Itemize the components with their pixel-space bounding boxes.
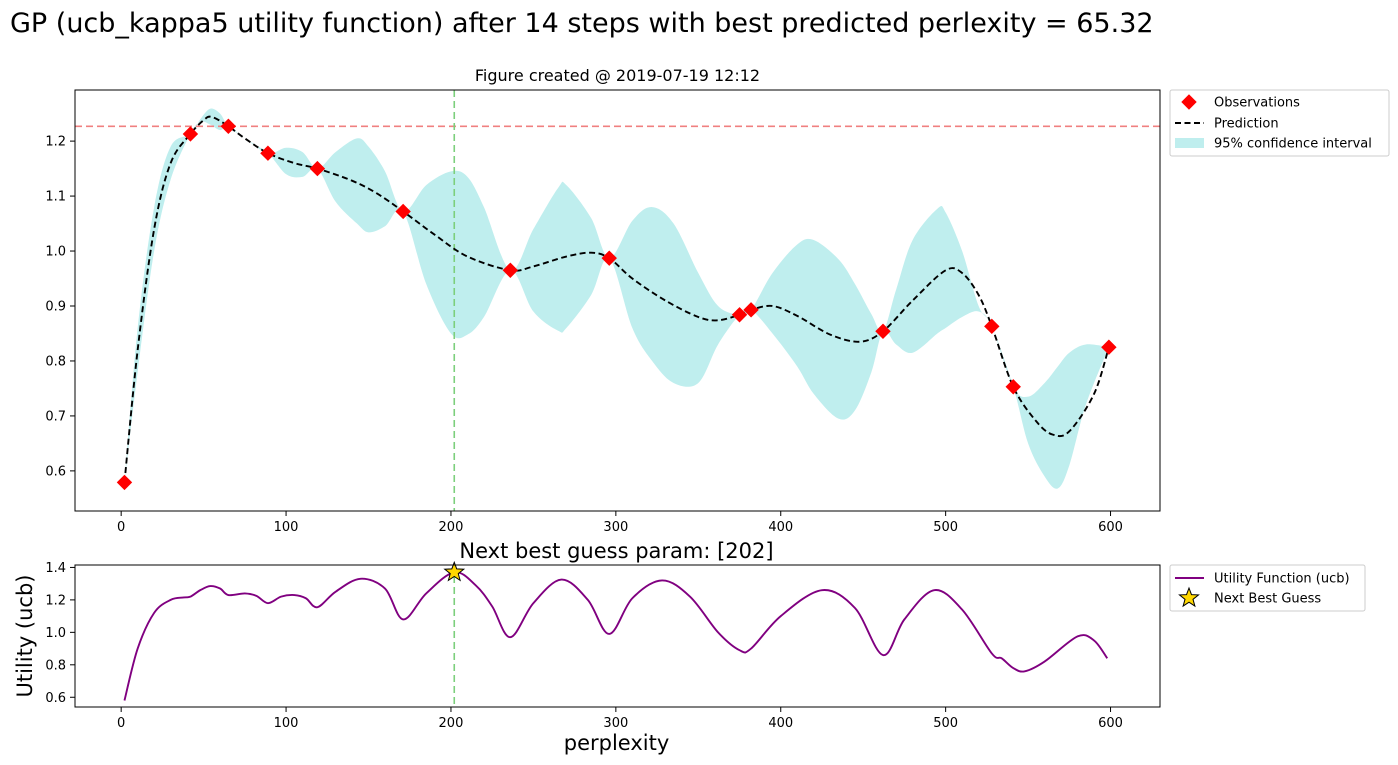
next-best-guess-star (443, 560, 466, 582)
utility-legend-box (1169, 564, 1366, 612)
utility-panel: Next best guess param: [202] 0 100 200 300 4… (13, 539, 1366, 755)
x-tick-label: 400 (768, 716, 793, 731)
observation-point (116, 474, 133, 491)
y-tick-label: 0.8 (45, 658, 66, 673)
gp-x-axis: 0 100 200 300 400 500 600 (117, 511, 1123, 535)
observation-point (1005, 379, 1021, 395)
utility-x-axis: 0 100 200 300 400 500 600 (117, 707, 1123, 731)
y-tick-label: 0.7 (45, 409, 66, 424)
utility-axes-frame (74, 564, 1161, 708)
utility-legend: Utility Function (ucb) Next Best Guess (1169, 564, 1366, 612)
x-tick-label: 500 (933, 520, 958, 535)
observation-point (260, 145, 276, 161)
observation-point (1101, 339, 1117, 355)
y-tick-label: 1.1 (45, 190, 66, 205)
gp-prediction-panel: Figure created @ 2019-07-19 12:12 0 100 20… (45, 66, 1390, 535)
y-tick-label: 1.0 (45, 626, 66, 641)
x-tick-label: 300 (603, 520, 628, 535)
observation-point (395, 203, 411, 220)
utility-y-axis: 0.6 0.8 1.0 1.2 1.4 (45, 561, 75, 706)
y-tick-label: 0.6 (45, 691, 66, 706)
x-tick-label: 200 (439, 716, 464, 731)
gp-legend-box (1169, 89, 1390, 157)
x-tick-label: 600 (1098, 716, 1123, 731)
observation-point (220, 118, 237, 134)
legend-label: Utility Function (ucb) (1214, 572, 1350, 587)
legend-label: Observations (1214, 96, 1300, 111)
y-tick-label: 1.2 (45, 135, 66, 150)
x-tick-label: 400 (768, 520, 793, 535)
y-tick-label: 0.8 (45, 354, 66, 369)
gp-plot-area (75, 90, 1160, 511)
confidence-interval-band (124, 108, 1109, 489)
gp-axes-frame (74, 89, 1161, 512)
utility-y-axis-label: Utility (ucb) (13, 574, 37, 697)
utility-plot-area (123, 560, 1109, 707)
y-tick-label: 0.6 (45, 464, 66, 479)
legend-label: Next Best Guess (1214, 592, 1321, 607)
observation-point (731, 307, 748, 323)
y-tick-label: 1.4 (45, 561, 66, 576)
legend-star-marker (1178, 586, 1200, 608)
x-tick-label: 300 (603, 716, 628, 731)
x-tick-label: 600 (1098, 520, 1123, 535)
observation-point (601, 250, 617, 266)
gp-y-axis: 0.6 0.7 0.8 0.9 1.0 1.1 1.2 (45, 135, 75, 479)
y-tick-label: 1.0 (45, 245, 66, 260)
gp-legend: Observations Prediction 95% confidence int… (1169, 89, 1390, 157)
figure-suptitle: GP (ucb_kappa5 utility function) after 1… (10, 8, 1154, 39)
observation-point (182, 126, 199, 142)
utility-x-axis-label: perplexity (564, 731, 670, 755)
utility-panel-title: Next best guess param: [202] (459, 539, 773, 563)
y-tick-label: 0.9 (45, 299, 66, 314)
legend-observations-marker (1181, 94, 1197, 110)
gp-panel-title: Figure created @ 2019-07-19 12:12 (475, 66, 760, 85)
x-tick-label: 100 (274, 716, 299, 731)
legend-label: Prediction (1214, 117, 1279, 132)
legend-label: 95% confidence interval (1214, 137, 1372, 152)
x-tick-label: 100 (274, 520, 299, 535)
legend-ci-patch (1175, 138, 1204, 148)
x-tick-label: 0 (117, 520, 125, 535)
x-tick-label: 500 (933, 716, 958, 731)
y-tick-label: 1.2 (45, 593, 66, 608)
x-tick-label: 0 (117, 716, 125, 731)
observation-point (502, 262, 519, 278)
observation-point (984, 318, 1000, 335)
utility-line (123, 571, 1109, 701)
observation-point (743, 302, 759, 318)
x-tick-label: 200 (439, 520, 464, 535)
observation-point (309, 160, 326, 177)
observation-point (875, 323, 891, 339)
